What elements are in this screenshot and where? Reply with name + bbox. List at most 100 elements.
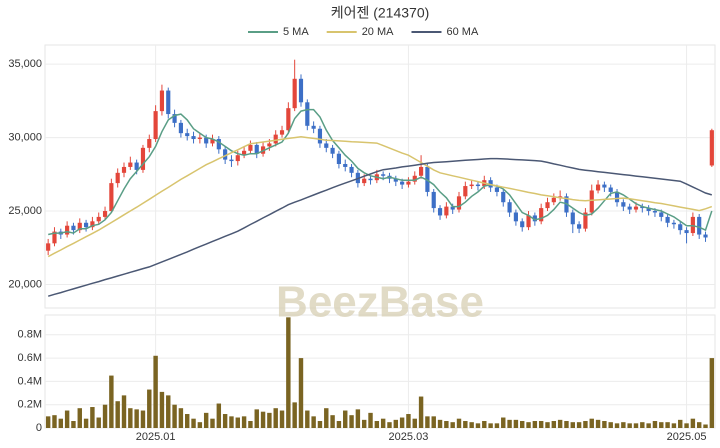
candle-body <box>551 197 556 203</box>
volume-bar <box>336 421 342 428</box>
volume-bar <box>425 416 430 428</box>
candle-body <box>595 184 601 191</box>
volume-bar <box>589 418 594 428</box>
candle-body <box>539 208 544 222</box>
candle-body <box>65 225 70 235</box>
volume-bar <box>614 423 620 428</box>
y-tick-label: 35,000 <box>8 58 42 70</box>
volume-bar <box>463 421 468 428</box>
volume-bar <box>77 408 82 428</box>
candle-body <box>475 184 481 187</box>
candle-body <box>406 181 411 185</box>
candle-body <box>412 175 417 182</box>
legend-label: 20 MA <box>362 26 394 38</box>
candle-body <box>450 206 455 210</box>
candle-body <box>242 150 247 156</box>
volume-bar <box>412 418 417 428</box>
candle-body <box>621 202 626 207</box>
watermark: BeezBase <box>276 278 484 327</box>
candle-body <box>235 155 240 162</box>
candle-body <box>602 184 607 188</box>
candle-body <box>381 174 386 176</box>
volume-bar <box>602 421 607 428</box>
volume-bar <box>501 417 506 428</box>
candle-body <box>109 183 114 212</box>
volume-bar <box>216 403 222 428</box>
ma-line <box>48 108 713 236</box>
volume-bar <box>134 409 139 428</box>
candle-body <box>267 143 272 147</box>
volume-bar <box>538 421 544 428</box>
volume-bar <box>121 395 127 428</box>
volume-bar <box>159 391 165 428</box>
volume-bar <box>469 422 474 428</box>
volume-bar <box>627 423 632 428</box>
volume-bar <box>640 422 645 428</box>
volume-bar <box>267 412 272 428</box>
volume-bar <box>608 422 613 428</box>
candle-body <box>305 102 310 126</box>
legend-label: 5 MA <box>283 26 309 38</box>
candle-body <box>507 202 512 213</box>
legend-label: 60 MA <box>446 26 478 38</box>
volume-bar <box>652 421 658 428</box>
volume-bar <box>71 421 76 428</box>
candle-body <box>659 212 664 217</box>
volume-tick-label: 0.4M <box>18 375 42 387</box>
candle-body <box>191 136 196 140</box>
y-tick-label: 25,000 <box>8 205 42 217</box>
volume-bar <box>273 408 278 428</box>
volume-bar <box>210 418 215 428</box>
volume-bar <box>292 402 297 428</box>
volume-bar <box>83 418 89 428</box>
candle-body <box>216 139 221 150</box>
volume-bar <box>203 412 209 428</box>
volume-bar <box>317 421 323 428</box>
volume-bar <box>564 421 569 428</box>
volume-bar <box>254 409 259 428</box>
candle-body <box>513 212 518 222</box>
volume-bar <box>387 422 392 428</box>
candle-body <box>526 215 531 228</box>
volume-bar <box>58 418 64 428</box>
volume-bar <box>709 358 715 428</box>
candle-body <box>614 191 620 203</box>
candle-body <box>671 222 677 225</box>
candle-body <box>153 111 158 140</box>
volume-bar <box>532 421 538 428</box>
volume-bar <box>197 422 203 428</box>
chart-title: 케어젠 (214370) <box>331 5 430 21</box>
candle-body <box>185 133 190 137</box>
volume-bar <box>507 419 512 428</box>
volume-tick-label: 0.2M <box>18 399 42 411</box>
candle-body <box>697 216 702 235</box>
candle-body <box>273 134 278 144</box>
candle-body <box>652 211 658 213</box>
volume-bar <box>52 415 57 428</box>
candle-body <box>317 128 323 144</box>
volume-bar <box>380 418 386 428</box>
candle-body <box>71 225 76 231</box>
candle-body <box>577 224 582 229</box>
candle-body <box>501 191 506 203</box>
candle-body <box>298 78 304 103</box>
candle-body <box>463 186 468 197</box>
candle-body <box>279 130 285 135</box>
candle-body <box>197 137 202 140</box>
volume-bar <box>64 410 70 428</box>
candle-body <box>709 130 714 166</box>
candle-body <box>444 206 449 216</box>
candle-body <box>627 206 632 210</box>
candle-body <box>83 222 89 228</box>
volume-bar <box>298 358 304 428</box>
volume-bar <box>659 422 664 428</box>
volume-bar <box>494 423 500 428</box>
volume-bar <box>229 416 234 428</box>
candle-body <box>437 208 443 216</box>
volume-bar <box>671 423 677 428</box>
volume-bar <box>140 410 146 428</box>
volume-bar <box>45 416 51 428</box>
candle-body <box>134 162 139 170</box>
volume-bar <box>703 424 708 428</box>
candle-body <box>102 211 108 217</box>
